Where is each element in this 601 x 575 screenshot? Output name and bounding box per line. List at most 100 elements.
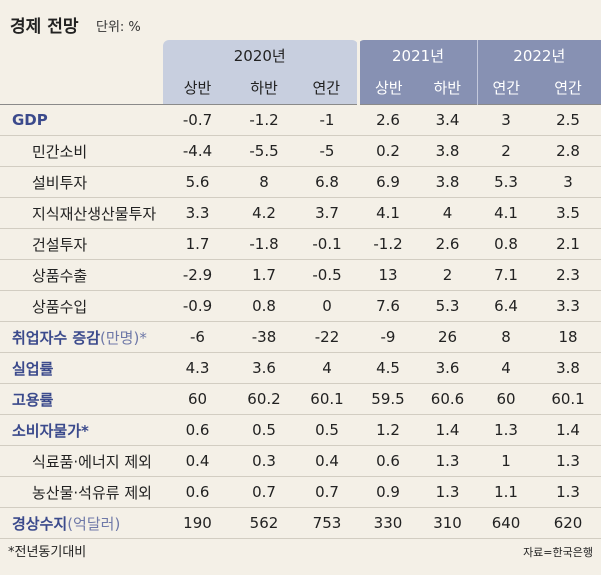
- cell: 60.1: [535, 383, 601, 415]
- cell: 6.8: [296, 166, 358, 198]
- label: 농산물·석유류 제외: [32, 483, 152, 502]
- cell: -0.7: [163, 104, 232, 136]
- cell: 1.3: [535, 445, 601, 477]
- source: 자료=한국은행: [523, 546, 593, 559]
- label: 건설투자: [32, 235, 88, 254]
- cell: 60.6: [418, 383, 478, 415]
- cell: 1.1: [477, 476, 536, 508]
- cell: 4: [296, 352, 358, 384]
- row: 지식재산생산물투자 3.3 4.2 3.7 4.1 4 4.1 3.5: [0, 197, 601, 229]
- column-header: 하반: [418, 71, 478, 105]
- title: 경제 전망: [10, 17, 79, 37]
- row-label: 지식재산생산물투자: [0, 197, 163, 229]
- cell: 2.3: [535, 259, 601, 291]
- cell: 2.8: [535, 135, 601, 167]
- label: 실업률: [12, 359, 54, 378]
- column-header: 상반: [356, 71, 418, 105]
- row-label: 상품수출: [0, 259, 163, 291]
- cell: 2: [418, 259, 478, 291]
- row: 식료품·에너지 제외 0.4 0.3 0.4 0.6 1.3 1 1.3: [0, 445, 601, 477]
- row-label: 취업자수 증감(만명)*: [0, 321, 163, 353]
- cell: 13: [358, 259, 418, 291]
- cell: 3.6: [232, 352, 296, 384]
- row-label: 설비투자: [0, 166, 163, 198]
- cell: -2.9: [163, 259, 232, 291]
- cell: 1.3: [535, 476, 601, 508]
- row-label: 농산물·석유류 제외: [0, 476, 163, 508]
- cell: 1.2: [358, 414, 418, 446]
- cell: 26: [418, 321, 478, 353]
- row-label: 상품수입: [0, 290, 163, 322]
- unit: 단위: %: [96, 20, 141, 35]
- cell: 1: [477, 445, 536, 477]
- cell: 3.5: [535, 197, 601, 229]
- cell: -9: [358, 321, 418, 353]
- cell: 1.3: [477, 414, 536, 446]
- year: 2021년: [356, 40, 478, 71]
- unit: (억달러): [67, 514, 121, 533]
- cell: 4.1: [477, 197, 536, 229]
- row: 고용률 60 60.2 60.1 59.5 60.6 60 60.1: [0, 383, 601, 415]
- row-label: 소비자물가*: [0, 414, 163, 446]
- row-label: 고용률: [0, 383, 163, 415]
- cell: 7.6: [358, 290, 418, 322]
- cell: 4: [418, 197, 478, 229]
- cell: 4.2: [232, 197, 296, 229]
- cell: 1.4: [535, 414, 601, 446]
- cell: 310: [418, 507, 478, 539]
- cell: -0.1: [296, 228, 358, 260]
- row-label: 민간소비: [0, 135, 163, 167]
- cell: -1.2: [232, 104, 296, 136]
- cell: 562: [232, 507, 296, 539]
- label: 지식재산생산물투자: [32, 204, 157, 223]
- row: GDP -0.7 -1.2 -1 2.6 3.4 3 2.5: [0, 104, 601, 136]
- cell: 0.6: [163, 414, 232, 446]
- cell: 0: [296, 290, 358, 322]
- cell: 3.8: [418, 135, 478, 167]
- cell: 1.3: [418, 476, 478, 508]
- cell: 620: [535, 507, 601, 539]
- cell: 0.8: [477, 228, 536, 260]
- cell: 0.5: [296, 414, 358, 446]
- row-label: GDP: [0, 104, 163, 136]
- cell: 3.8: [535, 352, 601, 384]
- cell: 6.4: [477, 290, 536, 322]
- row: 설비투자 5.6 8 6.8 6.9 3.8 5.3 3: [0, 166, 601, 198]
- cell: 0.3: [232, 445, 296, 477]
- row-label: 실업률: [0, 352, 163, 384]
- cell: 3: [535, 166, 601, 198]
- row: 건설투자 1.7 -1.8 -0.1 -1.2 2.6 0.8 2.1: [0, 228, 601, 260]
- cell: -6: [163, 321, 232, 353]
- cell: 0.5: [232, 414, 296, 446]
- label: 취업자수 증감: [12, 328, 101, 347]
- label: 고용률: [12, 390, 54, 409]
- row: 취업자수 증감(만명)* -6 -38 -22 -9 26 8 18: [0, 321, 601, 353]
- row: 실업률 4.3 3.6 4 4.5 3.6 4 3.8: [0, 352, 601, 384]
- table: 2020년 2021년 2022년 상반 하반 연간 상반 하반 연간 연간 GDP -0.7…: [0, 40, 601, 539]
- cell: 3.3: [535, 290, 601, 322]
- cell: 7.1: [477, 259, 536, 291]
- cell: 60.2: [232, 383, 296, 415]
- cell: 4.5: [358, 352, 418, 384]
- year: 2020년: [163, 40, 358, 71]
- cell: 18: [535, 321, 601, 353]
- corner: [0, 71, 163, 105]
- cell: -0.5: [296, 259, 358, 291]
- row: 상품수입 -0.9 0.8 0 7.6 5.3 6.4 3.3: [0, 290, 601, 322]
- cell: -1.2: [358, 228, 418, 260]
- cell: 330: [358, 507, 418, 539]
- cell: 4.3: [163, 352, 232, 384]
- cell: 2.5: [535, 104, 601, 136]
- cell: 1.7: [163, 228, 232, 260]
- cell: 2.6: [358, 104, 418, 136]
- row: 소비자물가* 0.6 0.5 0.5 1.2 1.4 1.3 1.4: [0, 414, 601, 446]
- cell: -5.5: [232, 135, 296, 167]
- label: 설비투자: [32, 173, 88, 192]
- note: *전년동기대비: [8, 545, 87, 560]
- cell: 1.7: [232, 259, 296, 291]
- cell: 60: [477, 383, 536, 415]
- label: 민간소비: [32, 142, 88, 161]
- cell: 0.9: [358, 476, 418, 508]
- cell: -1: [296, 104, 358, 136]
